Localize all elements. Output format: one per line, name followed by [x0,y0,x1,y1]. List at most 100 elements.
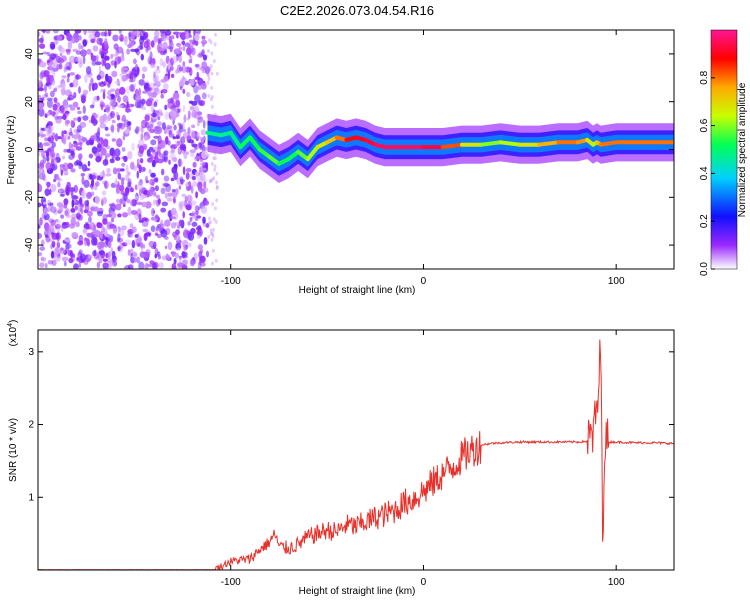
noise-speckle [66,77,70,83]
noise-speckle [194,156,201,160]
colorbar-ticks: 0.0 0.2 0.4 0.6 0.8 [699,70,715,276]
noise-speckle [158,43,164,48]
noise-speckle [89,104,95,109]
noise-speckle [186,201,193,211]
noise-speckle [110,60,116,66]
noise-speckle [202,179,208,183]
noise-speckle [76,106,81,110]
noise-speckle [62,134,67,144]
noise-speckle [157,135,162,144]
bottom-x-ticks: -100 0 100 [221,330,625,588]
noise-speckle [101,226,105,233]
noise-speckle [170,207,177,216]
noise-speckle [214,156,217,161]
noise-speckle [138,213,142,221]
noise-speckle [161,255,167,261]
bottom-y-ticks: 1 2 3 [28,347,674,503]
noise-speckle [55,85,61,89]
noise-speckle [82,55,86,65]
noise-speckle [211,202,215,207]
noise-speckle [70,250,73,259]
ridge-segment [498,140,522,147]
noise-speckle [41,97,45,102]
noise-speckle [47,52,51,57]
noise-speckle [188,100,194,104]
noise-speckle [118,122,126,130]
noise-speckle [84,200,89,207]
noise-speckle [155,194,160,199]
noise-speckle [52,30,59,34]
noise-speckle [104,126,109,131]
noise-speckle [139,30,143,34]
noise-speckle [136,66,140,75]
noise-speckle [47,59,51,63]
noise-speckle [129,187,134,193]
noise-speckle [176,262,184,269]
noise-speckle [74,205,79,211]
noise-speckle [48,69,54,73]
noise-speckle [203,237,208,245]
noise-speckle [112,167,117,175]
noise-speckle [38,82,42,87]
colorbar-tick-label: 0.4 [699,166,710,180]
noise-speckle [202,54,208,61]
noise-speckle [213,164,217,169]
noise-speckle [143,233,148,241]
noise-speckle [163,151,166,156]
noise-speckle [148,240,155,248]
ridge-segment [286,149,301,162]
noise-speckle [209,228,213,233]
noise-speckle [130,210,138,215]
noise-speckle [194,33,200,42]
noise-speckle [154,68,161,74]
noise-speckle [95,61,102,66]
noise-speckle [189,79,195,86]
top-y-axis-label: Frequency (Hz) [6,116,17,185]
noise-speckle [181,40,186,46]
noise-speckle [148,94,153,99]
noise-speckle [45,162,52,170]
noise-speckle [157,146,161,154]
noise-speckle [121,117,125,122]
noise-speckle [85,66,92,75]
noise-speckle [167,241,173,251]
noise-speckle [187,139,194,144]
noise-speckle [82,105,86,114]
noise-speckle [119,177,126,181]
noise-speckle [129,248,134,254]
noise-speckle [206,72,210,76]
noise-speckle [172,92,180,100]
noise-speckle [175,188,179,195]
noise-speckle [138,261,145,269]
colorbar-gradient [710,29,738,270]
noise-speckle [152,210,156,214]
noise-speckle [94,31,101,38]
noise-speckle [38,232,42,239]
noise-speckle [147,263,154,268]
noise-speckle [54,255,61,262]
ridge-segment [305,145,320,162]
noise-speckle [143,82,149,90]
noise-speckle [202,100,206,105]
noise-speckle [40,133,47,138]
noise-speckle [111,70,118,78]
noise-speckle [196,121,200,127]
noise-speckle [150,225,156,232]
noise-speckle [39,217,43,226]
noise-speckle [133,83,137,88]
noise-speckle [135,201,143,206]
noise-speckle [41,239,45,248]
noise-speckle [175,229,180,236]
noise-speckle [128,79,134,83]
noise-speckle [73,161,79,166]
noise-speckle [152,218,158,222]
noise-speckle [213,59,216,64]
noise-speckle [170,215,173,219]
noise-speckle [38,43,46,49]
noise-speckle [197,116,204,123]
noise-speckle [188,59,193,64]
noise-speckle [38,31,41,37]
noise-speckle [85,140,91,146]
noise-speckle [160,207,167,213]
noise-speckle [92,227,96,233]
